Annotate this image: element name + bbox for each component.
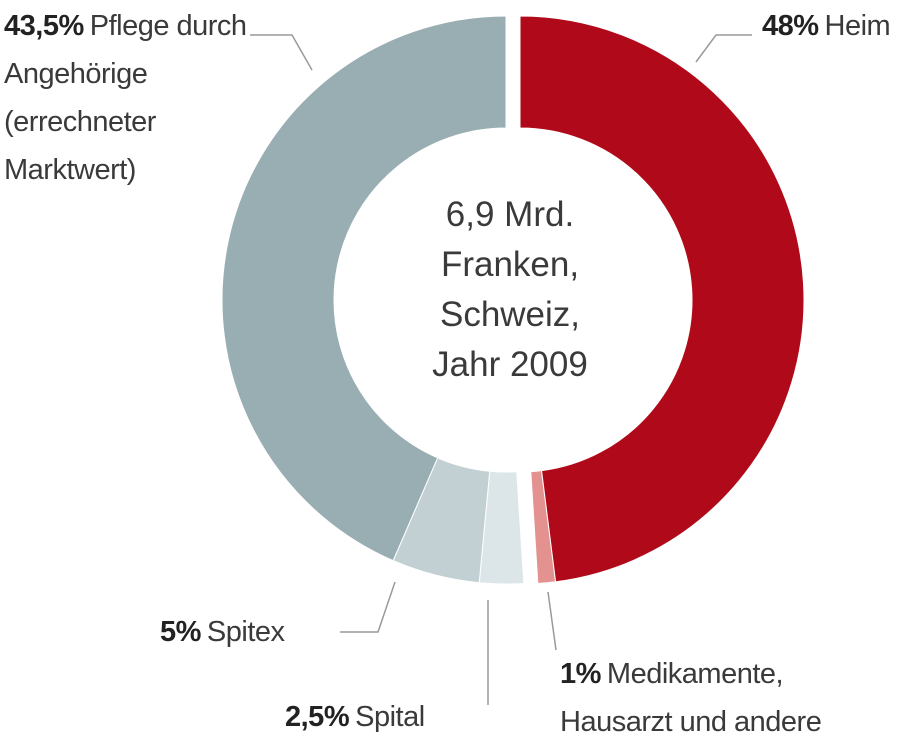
value-label: 1%	[560, 658, 601, 690]
slice-label: 2,5% Spital	[285, 693, 505, 741]
category-label: Heim	[824, 10, 891, 42]
value-label: 2,5%	[285, 701, 350, 733]
donut-slice	[530, 470, 557, 584]
donut-slice	[478, 470, 525, 585]
slice-label: 43,5% Pflege durch Angehörige (errechnete…	[4, 2, 254, 194]
slice-label: 1% Medikamente, Hausarzt und andere	[560, 650, 900, 746]
leader-line	[340, 581, 396, 633]
value-label: 43,5%	[4, 10, 84, 42]
center-line: Schweiz,	[439, 295, 581, 334]
category-label: Medikamente, Hausarzt und andere	[560, 658, 822, 738]
donut-slice	[221, 15, 507, 562]
leader-line	[695, 34, 752, 63]
donut-slice	[519, 15, 805, 583]
leader-line	[250, 34, 313, 71]
center-line: 6,9 Mrd.	[445, 195, 575, 234]
category-label: Pflege durch Angehörige (errechneter Mar…	[4, 10, 247, 186]
leader-line	[547, 591, 557, 651]
slice-label: 5% Spitex	[160, 608, 360, 656]
slice-label: 48% Heim	[762, 2, 891, 50]
value-label: 5%	[160, 616, 201, 648]
category-label: Spitex	[206, 616, 285, 648]
center-line: Jahr 2009	[432, 345, 588, 384]
center-text: 6,9 Mrd. Franken, Schweiz, Jahr 2009	[380, 190, 640, 390]
value-label: 48%	[762, 10, 819, 42]
donut-slice	[392, 457, 491, 584]
center-line: Franken,	[440, 245, 580, 284]
category-label: Spital	[355, 701, 425, 733]
